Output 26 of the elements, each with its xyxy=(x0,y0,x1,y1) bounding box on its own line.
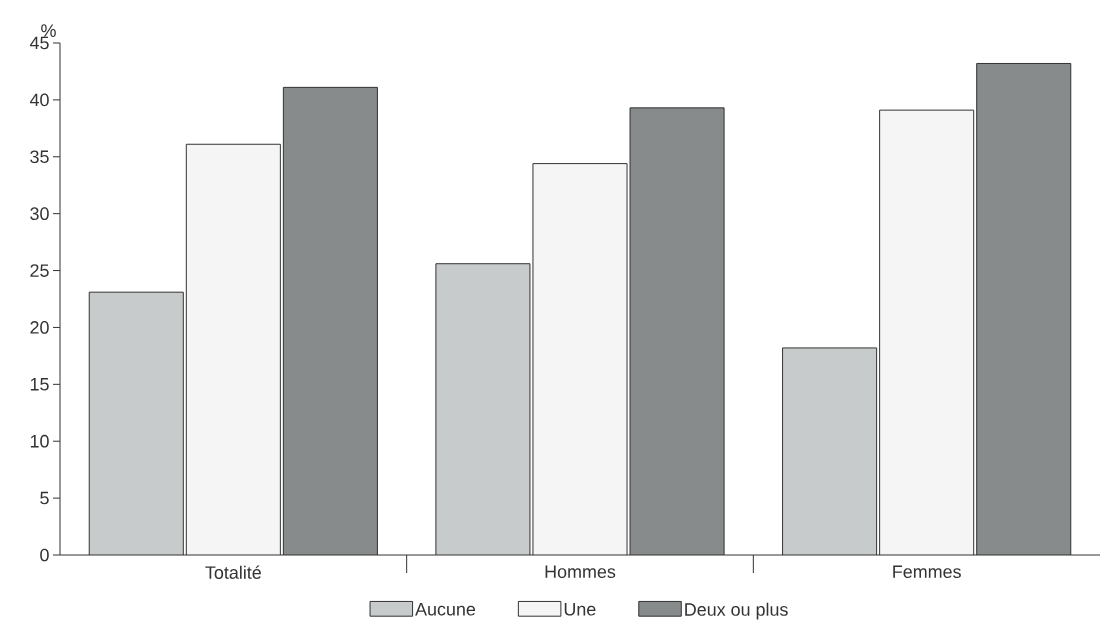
y-tick-label: 5 xyxy=(40,491,49,505)
legend-label: Aucune xyxy=(415,603,476,616)
y-tick-label: 0 xyxy=(40,548,49,562)
y-axis-title: % xyxy=(41,24,56,37)
legend-label: Deux ou plus xyxy=(685,602,788,620)
bar xyxy=(435,263,530,555)
bar xyxy=(782,347,878,555)
y-tick-label: 10 xyxy=(30,434,49,448)
y-tick-label: 30 xyxy=(30,207,49,221)
bar xyxy=(283,87,378,555)
bar xyxy=(532,163,628,555)
y-tick-label: 45 xyxy=(29,36,49,50)
y-tick-label: 25 xyxy=(30,264,49,277)
x-tick-label: Totalité xyxy=(205,565,261,579)
bar xyxy=(630,107,725,555)
y-tick-label: 40 xyxy=(29,93,49,107)
bar xyxy=(186,144,281,555)
bar xyxy=(976,62,1072,555)
x-tick-label: Hommes xyxy=(545,565,616,579)
y-tick-label: 15 xyxy=(30,378,49,391)
bar xyxy=(89,292,184,555)
text: Une xyxy=(564,603,596,616)
x-tick-label: Femmes xyxy=(893,565,961,579)
y-tick-label: 35 xyxy=(30,150,49,164)
y-tick-label: 20 xyxy=(30,321,49,334)
bar xyxy=(879,109,975,555)
